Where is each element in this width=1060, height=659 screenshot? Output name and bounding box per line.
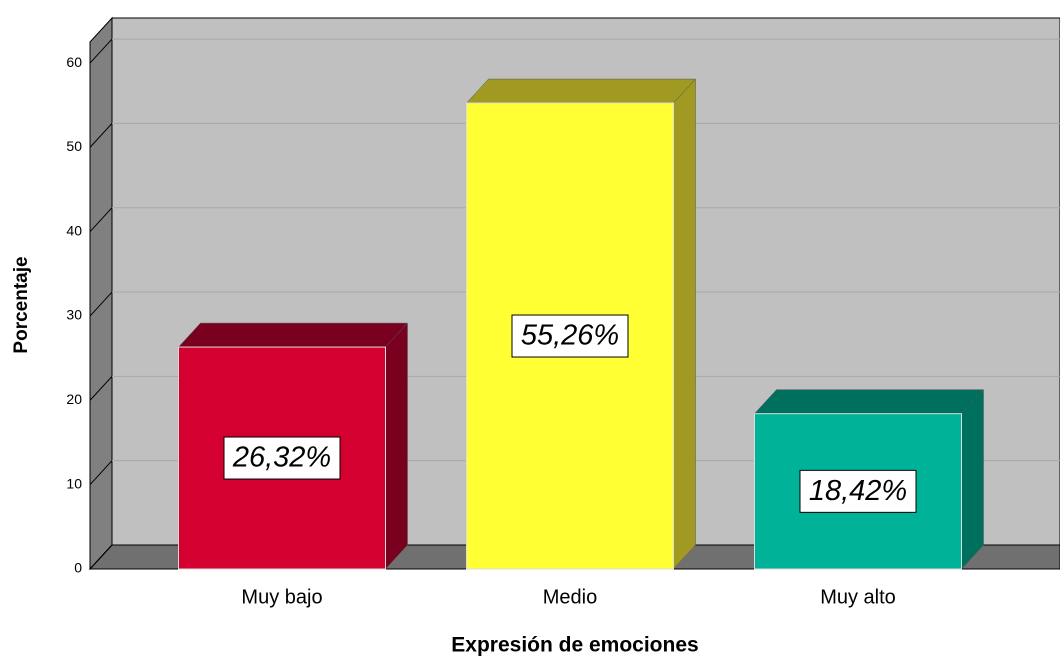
- data-label: 26,32%: [232, 442, 331, 474]
- side-wall: [89, 16, 113, 571]
- x-tick-label: Medio: [543, 586, 597, 608]
- tick-mark: [89, 544, 113, 570]
- bar-top: [177, 322, 409, 348]
- data-label-box: [511, 314, 629, 358]
- x-axis-title: Expresión de emociones: [451, 634, 698, 657]
- y-tick-label: 40: [66, 222, 82, 238]
- bar-top: [753, 389, 985, 414]
- x-tick-label: Muy alto: [820, 586, 896, 608]
- bar-side: [961, 389, 984, 570]
- data-label-box: [223, 436, 341, 480]
- y-tick-label: 60: [66, 54, 82, 70]
- data-label: 18,42%: [809, 475, 907, 507]
- tick-mark: [89, 460, 113, 486]
- tick-mark: [89, 38, 113, 64]
- data-label-box: [799, 469, 917, 513]
- tick-mark: [89, 207, 113, 233]
- y-tick-label: 0: [74, 560, 82, 576]
- bar-side: [673, 78, 696, 570]
- y-tick-label: 10: [66, 475, 82, 491]
- y-tick-label: 50: [66, 138, 82, 154]
- bar-side: [385, 322, 408, 570]
- tick-mark: [89, 376, 113, 401]
- y-tick-label: 20: [66, 391, 82, 407]
- y-axis-title: Porcentaje: [11, 256, 32, 353]
- x-tick-label: Muy bajo: [241, 586, 322, 608]
- tick-mark: [89, 291, 113, 317]
- tick-mark: [89, 123, 113, 148]
- y-tick-label: 30: [66, 307, 82, 323]
- data-label: 55,26%: [521, 320, 619, 352]
- bar-top: [465, 78, 697, 104]
